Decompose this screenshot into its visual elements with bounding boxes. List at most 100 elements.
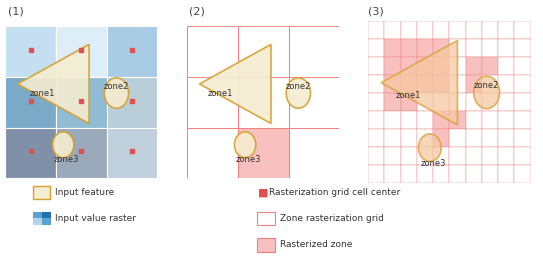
Bar: [384, 57, 401, 75]
Bar: [289, 26, 339, 77]
Bar: [465, 93, 482, 111]
Bar: [238, 26, 289, 77]
Text: ■: ■: [258, 188, 268, 198]
Bar: [238, 77, 289, 128]
Bar: [56, 77, 107, 128]
Bar: [187, 26, 238, 77]
Text: zone2: zone2: [286, 83, 311, 91]
Bar: [465, 39, 482, 57]
Bar: [384, 39, 401, 57]
Bar: [56, 128, 107, 178]
Bar: [433, 39, 450, 57]
Bar: [498, 165, 514, 183]
Bar: [384, 165, 401, 183]
Bar: [384, 129, 401, 147]
Bar: [498, 129, 514, 147]
Bar: [417, 111, 433, 129]
Text: Zone rasterization grid: Zone rasterization grid: [280, 214, 383, 223]
Bar: [401, 165, 417, 183]
Bar: [514, 75, 531, 93]
Bar: [5, 77, 56, 128]
Bar: [5, 128, 56, 178]
Bar: [465, 111, 482, 129]
Bar: [498, 21, 514, 39]
Bar: [498, 39, 514, 57]
Bar: [433, 57, 450, 75]
Bar: [482, 111, 498, 129]
Bar: [465, 129, 482, 147]
Bar: [107, 77, 157, 128]
Bar: [465, 57, 482, 75]
Bar: [450, 147, 465, 165]
Bar: [482, 93, 498, 111]
Bar: [433, 75, 450, 93]
Bar: [498, 57, 514, 75]
Polygon shape: [381, 40, 457, 125]
Bar: [289, 77, 339, 128]
Bar: [514, 147, 531, 165]
Bar: [401, 75, 417, 93]
Bar: [450, 129, 465, 147]
Bar: [401, 21, 417, 39]
Bar: [465, 147, 482, 165]
Bar: [433, 147, 450, 165]
Bar: [417, 165, 433, 183]
Text: Input feature: Input feature: [55, 188, 115, 197]
Bar: [417, 21, 433, 39]
Bar: [417, 93, 433, 111]
Bar: [417, 129, 433, 147]
Bar: [417, 57, 433, 75]
Bar: [368, 93, 384, 111]
Bar: [465, 75, 482, 93]
Polygon shape: [199, 44, 271, 123]
Bar: [289, 128, 339, 178]
Bar: [514, 93, 531, 111]
Text: zone1: zone1: [208, 89, 233, 97]
Bar: [384, 75, 401, 93]
Bar: [450, 93, 465, 111]
Bar: [401, 111, 417, 129]
Text: Input value raster: Input value raster: [55, 214, 136, 223]
Bar: [107, 26, 157, 77]
Bar: [56, 26, 107, 77]
Ellipse shape: [286, 78, 311, 108]
Bar: [401, 39, 417, 57]
Bar: [450, 111, 465, 129]
Bar: [450, 165, 465, 183]
Text: zone1: zone1: [29, 89, 55, 97]
Bar: [417, 75, 433, 93]
Bar: [514, 111, 531, 129]
Bar: [401, 147, 417, 165]
Text: (1): (1): [8, 6, 24, 17]
Bar: [514, 129, 531, 147]
Bar: [5, 26, 56, 77]
Text: (3): (3): [368, 6, 384, 17]
Bar: [368, 129, 384, 147]
Bar: [450, 39, 465, 57]
Bar: [514, 21, 531, 39]
Ellipse shape: [473, 76, 500, 109]
Bar: [433, 129, 450, 147]
Text: zone3: zone3: [420, 159, 446, 168]
Bar: [450, 21, 465, 39]
Text: zone3: zone3: [236, 155, 261, 165]
Bar: [498, 111, 514, 129]
Ellipse shape: [104, 78, 129, 108]
Bar: [514, 57, 531, 75]
Bar: [238, 128, 289, 178]
Bar: [368, 147, 384, 165]
Bar: [417, 147, 433, 165]
Bar: [368, 21, 384, 39]
Bar: [482, 165, 498, 183]
Bar: [465, 165, 482, 183]
Bar: [514, 39, 531, 57]
Bar: [368, 39, 384, 57]
Bar: [450, 57, 465, 75]
Text: zone2: zone2: [104, 83, 129, 91]
Bar: [498, 93, 514, 111]
Text: Rasterization grid cell center: Rasterization grid cell center: [269, 188, 400, 197]
Bar: [482, 75, 498, 93]
Bar: [384, 93, 401, 111]
Bar: [482, 147, 498, 165]
Text: zone2: zone2: [474, 81, 500, 90]
